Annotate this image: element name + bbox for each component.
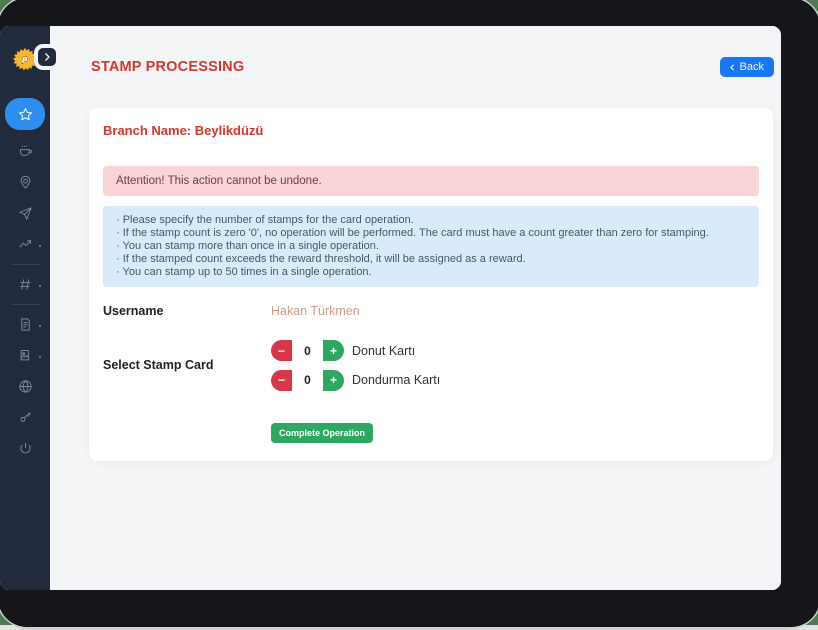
svg-text:p: p	[21, 54, 27, 64]
